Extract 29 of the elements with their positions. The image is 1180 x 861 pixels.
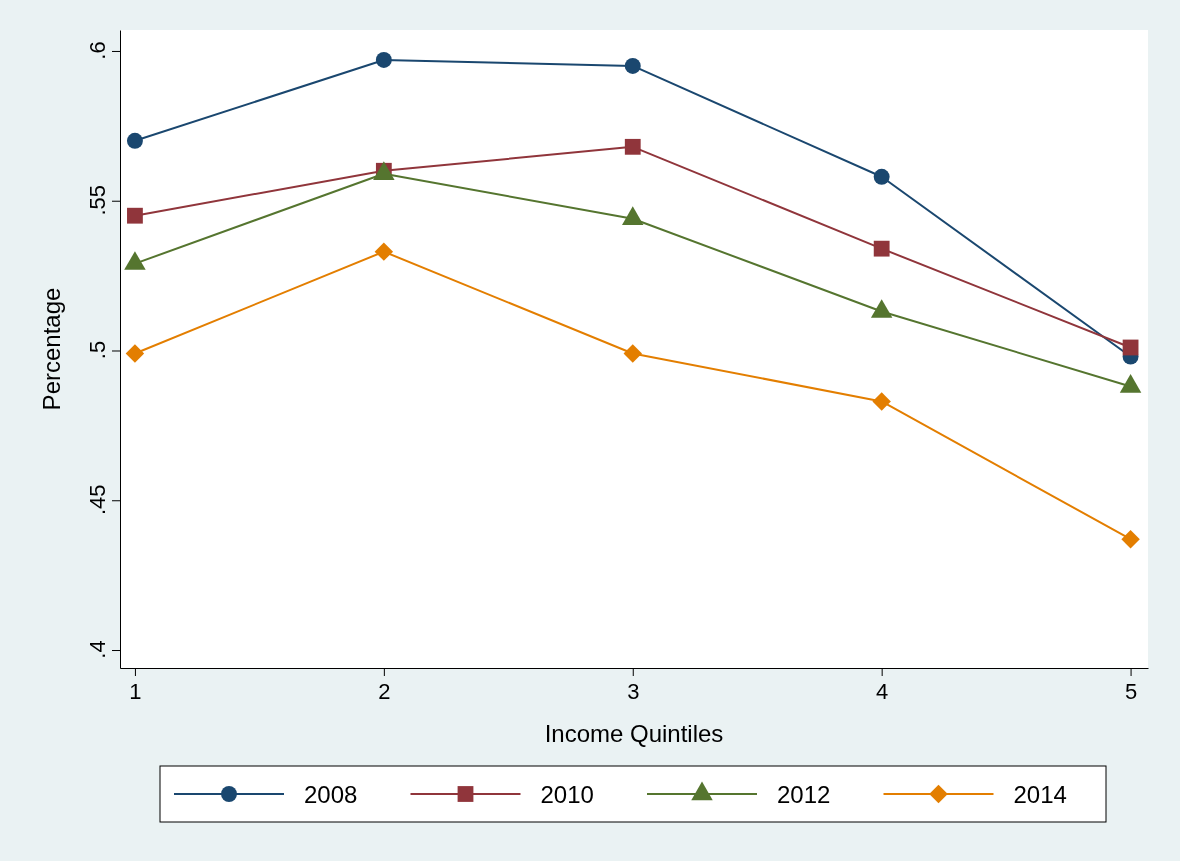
legend-label: 2012: [777, 781, 831, 808]
y-tick-label: .6: [85, 41, 110, 60]
legend-label: 2014: [1013, 781, 1067, 808]
point: [624, 57, 641, 74]
point: [125, 344, 145, 363]
y-tick-label: .5: [85, 340, 110, 360]
legend-label: 2010: [540, 781, 594, 808]
x-tick-label: 4: [876, 678, 889, 704]
point: [127, 207, 143, 224]
point: [126, 132, 143, 149]
point: [1121, 529, 1140, 549]
y-tick-label: .45: [85, 484, 110, 516]
point: [375, 51, 392, 68]
x-tick-label: 3: [627, 678, 640, 704]
x-tick-label: 1: [129, 678, 142, 704]
y-tick-label: .4: [85, 640, 110, 659]
point: [374, 242, 394, 261]
point: [624, 138, 641, 155]
point: [873, 168, 890, 185]
point: [623, 344, 642, 363]
point: [873, 240, 890, 257]
y-tick-label: .55: [85, 184, 110, 216]
x-tick-label: 2: [378, 678, 391, 704]
x-tick-label: 5: [1124, 678, 1138, 704]
x-axis-title: Income Quintiles: [544, 720, 724, 747]
y-axis-title: Percentage: [38, 287, 65, 411]
legend-label: 2008: [304, 781, 358, 808]
point: [872, 392, 891, 411]
point: [1122, 339, 1139, 356]
